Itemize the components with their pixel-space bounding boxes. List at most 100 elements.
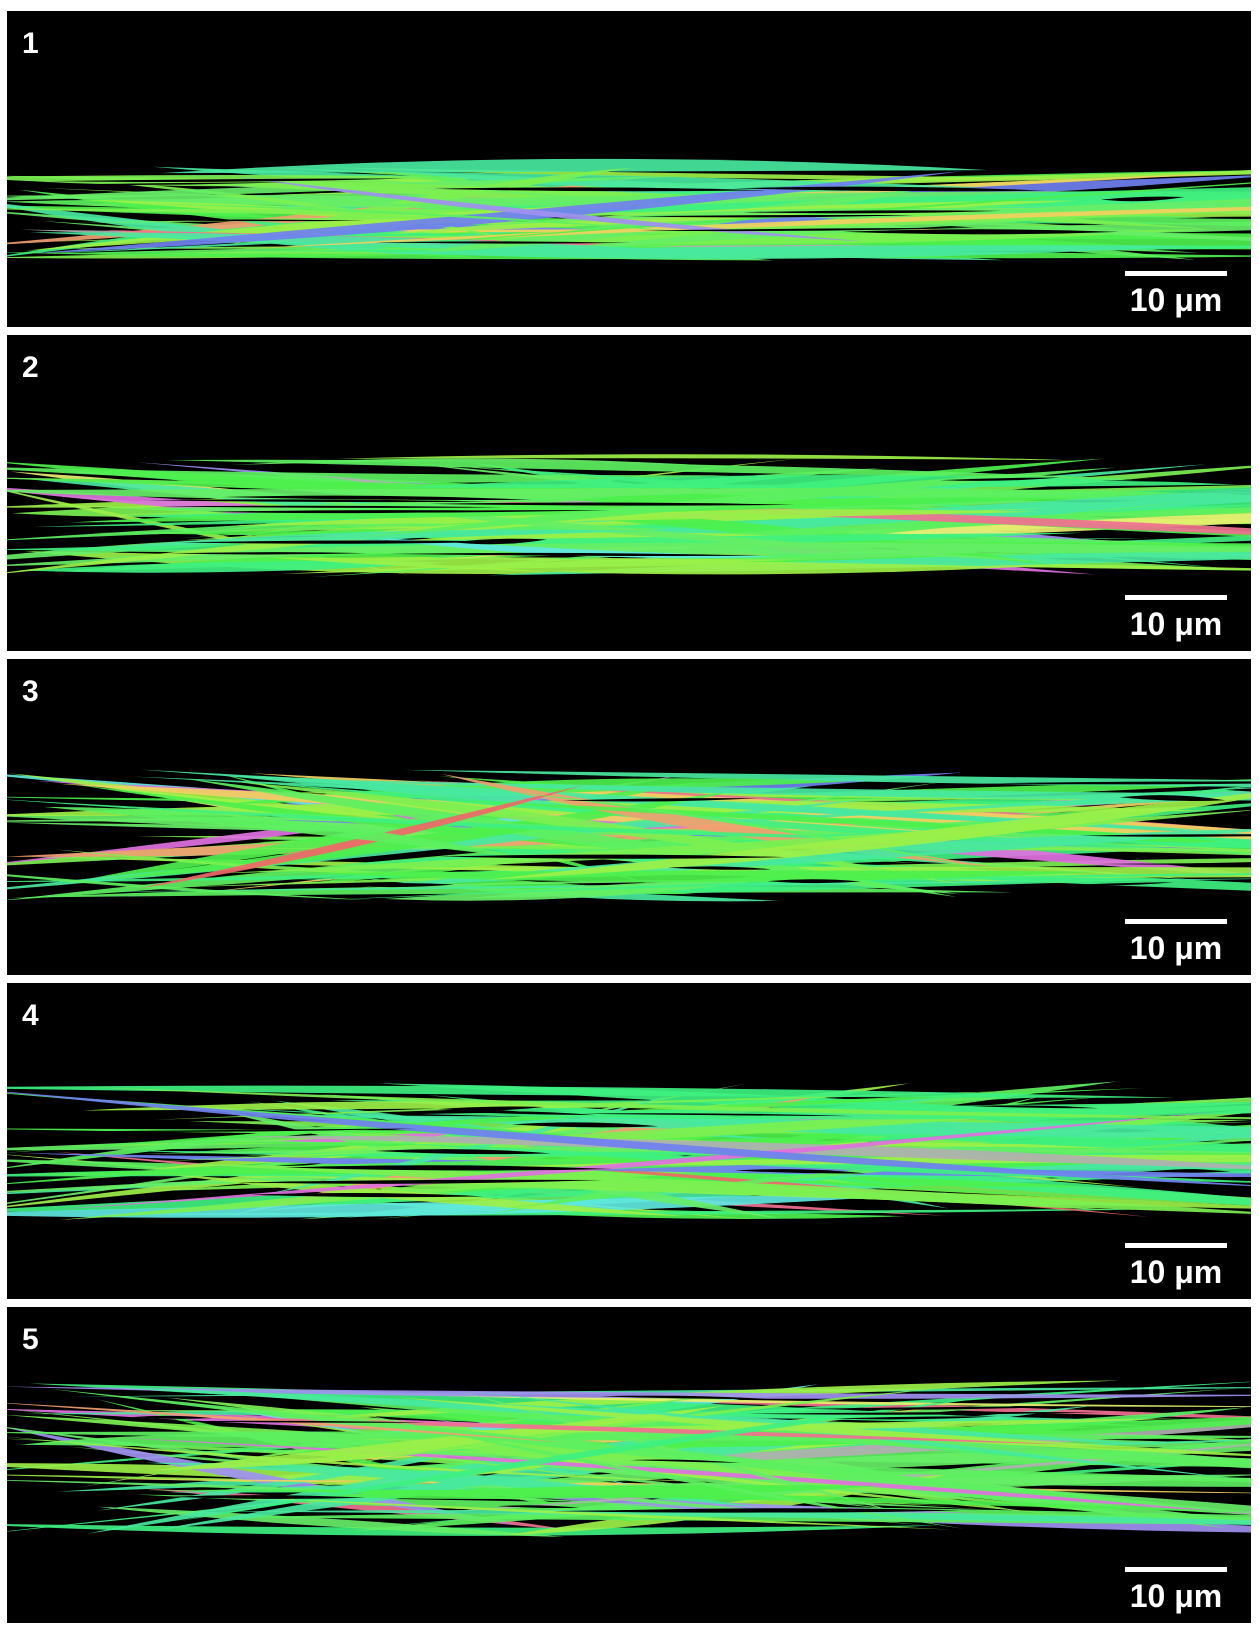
fiber	[268, 557, 1020, 575]
scale-bar	[1125, 1243, 1227, 1248]
gap	[158, 505, 505, 508]
fiber	[241, 1136, 1251, 1170]
fiber	[7, 1083, 749, 1204]
scale-bar-label: 10 μm	[1130, 1578, 1223, 1614]
gap	[466, 1111, 597, 1116]
fiber	[303, 1391, 1251, 1407]
fiber-bundle	[7, 158, 1251, 261]
gap	[1224, 788, 1251, 792]
gap	[1172, 217, 1251, 220]
fiber-bundle	[7, 1380, 1251, 1538]
gap	[206, 510, 508, 514]
gap	[939, 477, 1061, 481]
panel: 4 10 μm	[7, 983, 1251, 1299]
fiber	[112, 542, 1251, 554]
gap	[734, 1169, 867, 1174]
fiber	[363, 467, 1117, 537]
fiber	[491, 1138, 1251, 1210]
gap	[842, 229, 1120, 235]
gap	[1097, 862, 1251, 865]
fiber	[7, 1480, 673, 1507]
fiber	[7, 232, 922, 259]
scale-bar	[1125, 271, 1227, 276]
gap	[250, 1192, 484, 1198]
gap	[167, 1495, 366, 1499]
panel-label: 4	[22, 999, 39, 1032]
gap	[748, 1412, 1101, 1415]
gap	[638, 227, 972, 232]
fiber	[7, 1386, 1251, 1399]
fiber	[334, 454, 1074, 461]
fiber	[7, 1427, 519, 1526]
fiber-bundle	[7, 1081, 1251, 1220]
gap	[237, 1179, 603, 1184]
gap	[600, 1395, 774, 1400]
fiber	[228, 509, 1039, 526]
fiber	[440, 186, 1251, 241]
fiber	[7, 175, 654, 245]
fiber	[7, 1091, 1251, 1187]
gap	[49, 178, 405, 182]
gap	[1191, 820, 1251, 825]
fiber	[7, 1403, 571, 1443]
panel: 1 10 μm	[7, 11, 1251, 327]
gap	[802, 1406, 1074, 1410]
fiber-bundle	[7, 454, 1251, 578]
gap	[1100, 196, 1185, 202]
fiber	[184, 778, 958, 898]
gap	[222, 495, 532, 500]
panel: 5 10 μm	[7, 1307, 1251, 1623]
gap	[1235, 1496, 1251, 1498]
scale-bar-label: 10 μm	[1130, 282, 1223, 318]
gap	[1246, 1120, 1251, 1122]
gap	[375, 1149, 552, 1155]
gap	[374, 241, 632, 244]
fiber	[218, 1510, 1251, 1525]
scale-bar-label: 10 μm	[1130, 606, 1223, 642]
panel-label: 1	[22, 27, 39, 60]
fiber	[386, 1183, 1114, 1211]
fiber	[7, 1085, 1175, 1098]
fiber	[366, 878, 780, 902]
gap	[742, 210, 1002, 214]
gap	[767, 879, 861, 884]
fiber	[180, 793, 1251, 895]
gap	[169, 552, 367, 555]
gap	[629, 214, 915, 218]
gap	[433, 187, 767, 192]
fiber	[50, 1388, 1251, 1514]
gap	[79, 1128, 418, 1132]
scale-bar-label: 10 μm	[1130, 930, 1223, 966]
gap	[144, 219, 365, 222]
scale-bar	[1125, 919, 1227, 924]
gap	[628, 1459, 741, 1463]
gap	[47, 182, 288, 185]
gap	[429, 502, 795, 506]
gap	[1080, 882, 1174, 886]
gap	[284, 1165, 613, 1171]
fiber	[7, 1474, 955, 1507]
panel-label: 3	[22, 675, 39, 708]
fiber	[148, 1405, 724, 1471]
fiber	[85, 1086, 1251, 1119]
fiber	[18, 560, 451, 573]
gap	[562, 798, 758, 802]
gap	[1119, 795, 1226, 801]
fiber	[230, 206, 1251, 250]
scale-bar-label: 10 μm	[1130, 1254, 1223, 1290]
panel-label: 5	[22, 1323, 39, 1356]
gap	[511, 1122, 659, 1128]
fiber	[143, 492, 651, 514]
gap	[833, 1416, 997, 1420]
fiber	[308, 779, 1251, 801]
fiber	[305, 870, 1104, 882]
fiber	[324, 873, 1251, 901]
gap	[733, 186, 1047, 192]
gap	[453, 538, 547, 545]
gap	[582, 1113, 854, 1117]
panel-label: 2	[22, 351, 39, 384]
fiber	[144, 1083, 910, 1170]
gap	[437, 1106, 545, 1111]
